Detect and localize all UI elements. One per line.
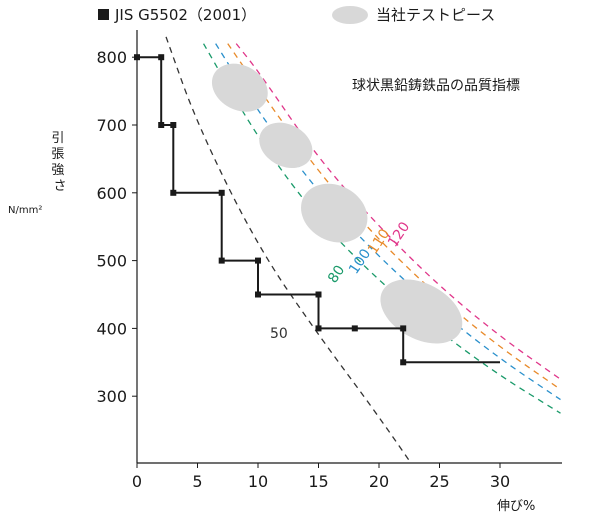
standard-point [400, 325, 407, 332]
standard-point [158, 54, 165, 61]
x-tick-label-20: 20 [369, 472, 389, 491]
legend-test-label: 当社テストピース [376, 6, 495, 24]
x-tick-label-15: 15 [308, 472, 328, 491]
curve-50 [165, 36, 412, 463]
curve-label-120: 120 [385, 219, 413, 250]
x-tick-label-5: 5 [192, 472, 202, 491]
legend-standard-label: JIS G5502（2001） [114, 6, 256, 24]
standard-point [315, 325, 322, 332]
y-tick-label-300: 300 [96, 387, 127, 406]
test-piece-4 [380, 279, 463, 344]
test-pieces [211, 63, 463, 344]
standard-point [218, 189, 225, 196]
jis-standard-series [134, 54, 500, 366]
standard-point [218, 257, 225, 264]
test-piece-2 [259, 122, 313, 169]
curve-100 [215, 43, 561, 401]
x-tick-label-25: 25 [429, 472, 449, 491]
standard-point [351, 325, 358, 332]
standard-point [255, 291, 261, 298]
chart-title: 球状黒鉛鋳鉄品の品質指標 [352, 77, 520, 94]
standard-point [170, 189, 177, 196]
axes: 300 400 500 600 700 800 0 5 10 15 20 25 30 [96, 30, 562, 491]
test-piece-1 [211, 63, 268, 112]
standard-point [400, 359, 407, 366]
standard-point [255, 257, 261, 264]
x-tick-label-30: 30 [490, 472, 510, 491]
y-tick-label-800: 800 [96, 48, 127, 67]
curve-80 [202, 43, 561, 414]
x-tick-label-0: 0 [132, 472, 142, 491]
test-piece-3 [301, 183, 368, 243]
y-tick-label-400: 400 [96, 319, 127, 338]
labels: JIS G5502（2001） 当社テストピース 球状黒鉛鋳鉄品の品質指標 引 … [8, 6, 535, 514]
y-tick-label-500: 500 [96, 252, 127, 271]
y-axis-label: 引 張 強 さ [51, 131, 68, 194]
curve-label-50: 50 [270, 326, 288, 342]
y-tick-label-700: 700 [96, 116, 127, 135]
standard-point [170, 122, 177, 128]
x-axis-label: 伸び% [497, 499, 535, 514]
standard-point [134, 54, 140, 61]
standard-point [158, 122, 165, 128]
curve-label-80: 80 [325, 263, 348, 287]
y-axis-unit: N/mm² [8, 205, 42, 216]
y-tick-label-600: 600 [96, 184, 127, 203]
x-tick-label-10: 10 [248, 472, 268, 491]
legend-standard-marker [98, 9, 109, 20]
legend-test-marker [332, 6, 368, 24]
standard-point [315, 291, 322, 298]
